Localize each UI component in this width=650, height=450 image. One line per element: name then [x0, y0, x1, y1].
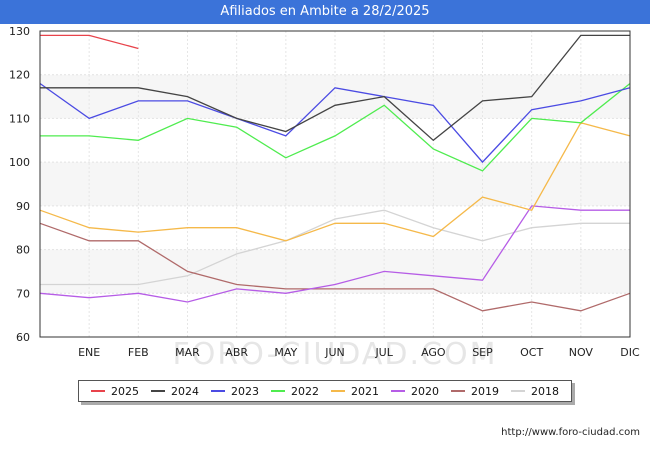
legend-label: 2020 — [411, 384, 439, 398]
legend-label: 2025 — [111, 384, 139, 398]
legend-swatch — [271, 390, 285, 392]
legend-label: 2021 — [351, 384, 379, 398]
series-line-2024 — [40, 34, 630, 142]
y-tick-label: 120 — [9, 69, 30, 82]
x-tick-label: MAY — [274, 346, 297, 359]
series-line-2020 — [39, 205, 630, 303]
legend-swatch — [211, 390, 225, 392]
x-tick-label: ABR — [225, 346, 248, 359]
y-tick-label: 70 — [16, 287, 30, 300]
legend-swatch — [391, 390, 405, 392]
y-tick-label: 130 — [9, 25, 30, 38]
x-tick-label: ENE — [78, 346, 100, 359]
legend-swatch — [331, 390, 345, 392]
x-tick-label: JUN — [324, 346, 345, 359]
legend-item-2020: 2020 — [391, 385, 439, 398]
legend-label: 2022 — [291, 384, 319, 398]
legend-item-2018: 2018 — [511, 385, 559, 398]
x-axis: ENE FEB MAR ABR MAY JUN JUL AGO SEP OCT NOV DIC — [78, 346, 640, 359]
x-tick-label: FEB — [128, 346, 149, 359]
series-line-2022 — [40, 82, 631, 172]
x-tick-label: DIC — [620, 346, 640, 359]
legend-swatch — [451, 390, 465, 392]
legend-label: 2018 — [531, 384, 559, 398]
x-tick-label: SEP — [472, 346, 493, 359]
x-tick-label: MAR — [175, 346, 200, 359]
series-line-2018 — [40, 209, 630, 286]
grid — [40, 30, 630, 338]
legend-swatch — [91, 390, 105, 392]
legend-label: 2024 — [171, 384, 199, 398]
source-link[interactable]: http://www.foro-ciudad.com — [501, 427, 640, 438]
legend-item-2024: 2024 — [151, 385, 199, 398]
y-axis: 60 70 80 90 100 110 120 130 — [9, 25, 30, 344]
y-tick-label: 80 — [16, 244, 30, 257]
legend-swatch — [151, 390, 165, 392]
legend-swatch — [511, 390, 525, 392]
series-line-2025 — [40, 34, 139, 50]
series-line-2023 — [39, 82, 631, 164]
y-tick-label: 110 — [9, 112, 30, 125]
y-tick-label: 100 — [9, 156, 30, 169]
series-lines — [39, 34, 631, 312]
x-tick-label: JUL — [374, 346, 393, 359]
x-tick-label: OCT — [520, 346, 543, 359]
series-line-2021 — [39, 122, 631, 242]
legend-item-2023: 2023 — [211, 385, 259, 398]
legend-item-2022: 2022 — [271, 385, 319, 398]
legend-item-2021: 2021 — [331, 385, 379, 398]
y-tick-label: 60 — [16, 331, 30, 344]
chart-title: Afiliados en Ambite a 28/2/2025 — [0, 0, 650, 24]
x-tick-label: NOV — [569, 346, 594, 359]
series-line-2019 — [39, 222, 631, 312]
legend-label: 2023 — [231, 384, 259, 398]
x-tick-label: AGO — [421, 346, 446, 359]
watermark-text: FORO-CIUDAD.COM — [173, 337, 498, 372]
legend-item-2025: 2025 — [91, 385, 139, 398]
legend-label: 2019 — [471, 384, 499, 398]
line-chart: FORO-CIUDAD.COM 60 70 80 90 100 110 120 130 ENE… — [9, 25, 640, 372]
y-tick-label: 90 — [16, 200, 30, 213]
legend-item-2019: 2019 — [451, 385, 499, 398]
legend: 2025 2024 2023 2022 2021 2020 2019 2018 — [78, 380, 572, 402]
plot-border — [39, 30, 631, 338]
